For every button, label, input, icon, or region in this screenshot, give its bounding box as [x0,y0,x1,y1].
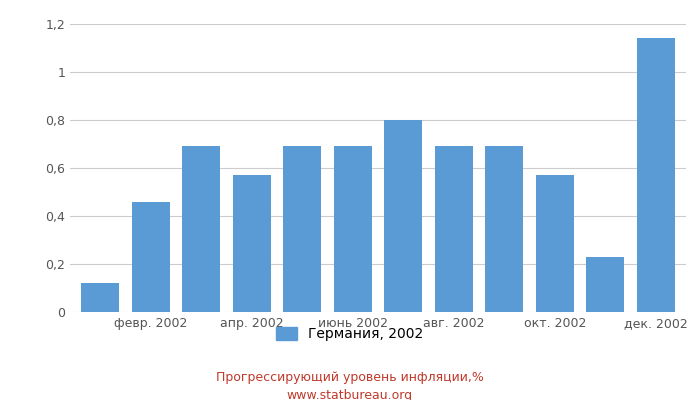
Text: Прогрессирующий уровень инфляции,%: Прогрессирующий уровень инфляции,% [216,372,484,384]
Bar [637,38,675,312]
Bar [334,146,372,312]
Bar [384,120,422,312]
Bar [182,146,220,312]
Legend: Германия, 2002: Германия, 2002 [276,327,424,341]
Bar [435,146,472,312]
Bar [233,175,271,312]
Bar [485,146,523,312]
Bar [536,175,574,312]
Bar [284,146,321,312]
Text: www.statbureau.org: www.statbureau.org [287,390,413,400]
Bar [81,283,119,312]
Bar [587,257,624,312]
Bar [132,202,169,312]
